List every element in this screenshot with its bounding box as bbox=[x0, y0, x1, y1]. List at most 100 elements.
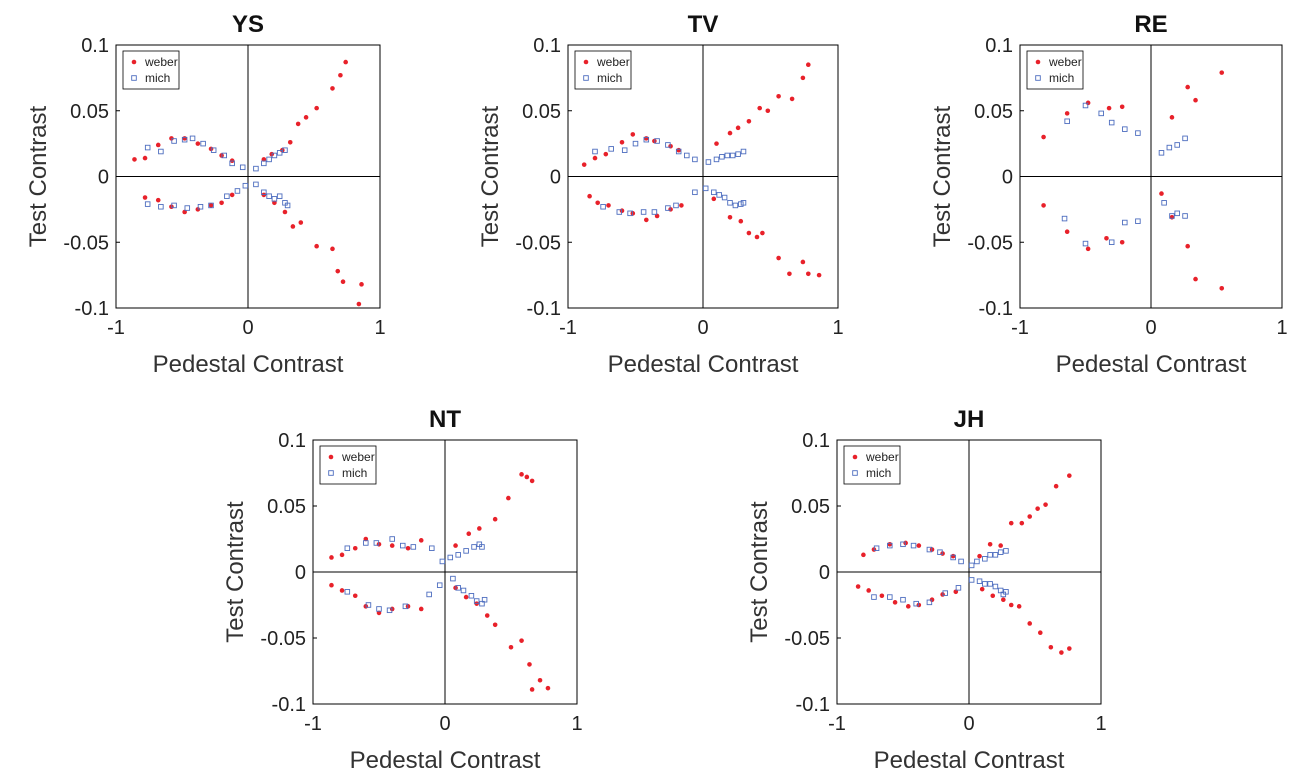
data-point-weber bbox=[272, 200, 277, 206]
y-tick-label: -0.05 bbox=[260, 628, 306, 650]
data-point-mich bbox=[455, 552, 461, 558]
data-point-weber bbox=[155, 142, 161, 148]
data-point-weber bbox=[529, 687, 535, 692]
data-point-mich bbox=[1182, 213, 1188, 219]
legend-marker-weber bbox=[852, 454, 858, 460]
data-point-mich bbox=[1135, 218, 1141, 224]
data-point-weber bbox=[290, 224, 296, 229]
data-point-mich bbox=[1108, 239, 1115, 245]
data-point-weber bbox=[1159, 191, 1164, 196]
y-axis-label: Test Contrast bbox=[222, 501, 249, 643]
y-tick-label: -0.1 bbox=[272, 694, 306, 716]
data-point-weber bbox=[1041, 203, 1046, 208]
y-tick-label: 0.05 bbox=[267, 496, 306, 518]
data-point-weber bbox=[1169, 214, 1175, 220]
y-tick-label: 0.05 bbox=[522, 101, 561, 123]
legend-marker-mich bbox=[131, 75, 137, 81]
data-point-weber bbox=[1085, 246, 1091, 252]
x-tick-label: -1 bbox=[107, 317, 125, 339]
data-point-mich bbox=[729, 152, 736, 159]
data-point-weber bbox=[1019, 520, 1025, 526]
legend-label-mich: mich bbox=[866, 466, 891, 480]
y-tick-label: 0.1 bbox=[278, 430, 306, 452]
data-point-weber bbox=[314, 243, 319, 249]
data-point-mich bbox=[900, 596, 906, 603]
data-point-mich bbox=[942, 590, 948, 596]
data-point-weber bbox=[1027, 514, 1033, 519]
panel-title: RE bbox=[1134, 11, 1167, 38]
y-tick-label: 0 bbox=[819, 562, 830, 584]
legend: weber mich bbox=[843, 445, 901, 485]
data-point-mich bbox=[987, 552, 993, 558]
x-tick-label: 1 bbox=[374, 317, 385, 339]
data-point-mich bbox=[926, 599, 933, 606]
data-point-weber bbox=[1053, 483, 1059, 489]
data-point-weber bbox=[529, 478, 535, 484]
x-axis-label: Pedestal Contrast bbox=[874, 747, 1065, 774]
data-point-mich bbox=[651, 209, 658, 215]
data-point-weber bbox=[787, 271, 792, 277]
data-point-mich bbox=[455, 585, 461, 591]
data-point-mich bbox=[992, 552, 999, 558]
data-point-weber bbox=[418, 538, 424, 543]
data-point-weber bbox=[389, 543, 395, 548]
legend-label-weber: weber bbox=[144, 55, 178, 69]
data-point-weber bbox=[219, 200, 224, 206]
data-point-mich bbox=[1098, 110, 1104, 117]
data-point-weber bbox=[711, 196, 717, 202]
data-point-weber bbox=[800, 75, 806, 81]
data-point-weber bbox=[352, 545, 358, 551]
legend: weber mich bbox=[574, 50, 632, 90]
data-point-mich bbox=[608, 146, 614, 152]
legend-label-mich: mich bbox=[342, 466, 367, 480]
x-tick-label: 0 bbox=[697, 317, 708, 339]
data-point-mich bbox=[1158, 150, 1165, 156]
data-point-weber bbox=[453, 543, 458, 548]
data-point-weber bbox=[892, 600, 898, 605]
data-point-mich bbox=[376, 606, 382, 612]
data-point-weber bbox=[330, 246, 335, 252]
data-point-mich bbox=[684, 152, 690, 159]
data-point-mich bbox=[1122, 219, 1128, 226]
data-point-mich bbox=[450, 575, 456, 582]
data-point-mich bbox=[968, 577, 975, 583]
y-axis-label: Test Contrast bbox=[929, 105, 956, 247]
data-point-mich bbox=[727, 200, 733, 206]
data-point-mich bbox=[1169, 213, 1175, 219]
data-point-mich bbox=[266, 193, 272, 199]
legend-marker-mich bbox=[852, 470, 858, 476]
data-point-mich bbox=[913, 600, 919, 607]
data-point-weber bbox=[1119, 239, 1125, 245]
data-point-weber bbox=[776, 255, 781, 261]
data-point-mich bbox=[181, 136, 188, 143]
data-point-mich bbox=[1166, 144, 1173, 151]
x-tick-label: 1 bbox=[571, 713, 582, 735]
data-point-weber bbox=[519, 638, 524, 643]
data-point-weber bbox=[806, 62, 811, 68]
data-point-weber bbox=[1064, 111, 1070, 116]
data-point-mich bbox=[713, 156, 720, 163]
data-point-mich bbox=[1161, 200, 1167, 206]
data-point-mich bbox=[429, 545, 435, 551]
data-point-mich bbox=[616, 209, 623, 215]
data-point-mich bbox=[958, 558, 964, 565]
data-point-weber bbox=[916, 543, 922, 548]
data-point-weber bbox=[287, 140, 293, 145]
y-tick-label: 0.1 bbox=[81, 35, 109, 57]
data-point-weber bbox=[606, 203, 611, 208]
legend-label-mich: mich bbox=[145, 71, 170, 85]
data-point-weber bbox=[1043, 502, 1048, 507]
data-point-weber bbox=[1219, 285, 1225, 291]
data-point-weber bbox=[619, 140, 625, 145]
data-point-mich bbox=[740, 200, 747, 206]
data-point-mich bbox=[997, 549, 1004, 555]
data-point-weber bbox=[418, 606, 424, 612]
data-point-weber bbox=[492, 622, 498, 628]
y-tick-label: 0 bbox=[1002, 167, 1013, 189]
x-axis-label: Pedestal Contrast bbox=[153, 351, 344, 378]
legend-marker-mich bbox=[1035, 75, 1041, 81]
data-point-weber bbox=[654, 213, 660, 219]
data-point-mich bbox=[253, 165, 259, 172]
data-point-weber bbox=[603, 151, 609, 157]
y-tick-label: -0.1 bbox=[75, 298, 109, 320]
